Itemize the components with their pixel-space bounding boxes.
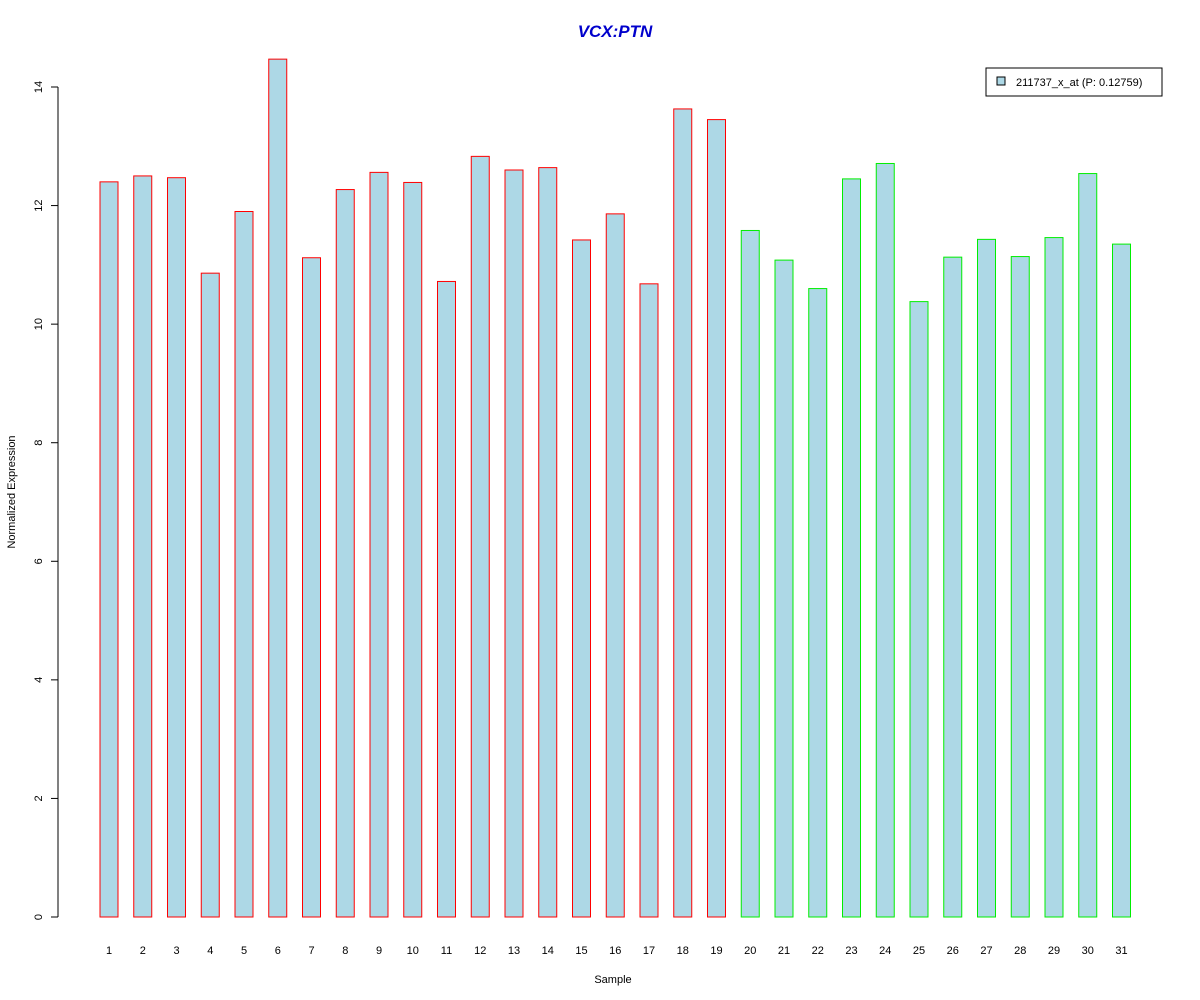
- legend: 211737_x_at (P: 0.12759): [985, 67, 1163, 97]
- bar-sample-13: [504, 169, 524, 918]
- x-tick-label: 3: [173, 945, 179, 957]
- x-tick-label: 28: [1014, 945, 1026, 957]
- x-tick-label: 13: [508, 945, 520, 957]
- x-tick-label: 7: [308, 945, 314, 957]
- x-tick-label: 16: [609, 945, 621, 957]
- bar-sample-3: [167, 177, 186, 918]
- bar-sample-9: [369, 171, 389, 918]
- x-tick-label: 31: [1115, 945, 1127, 957]
- y-tick-label: 14: [33, 81, 45, 93]
- x-tick-label: 1: [106, 945, 112, 957]
- x-tick-label: 20: [744, 945, 756, 957]
- y-tick-label: 0: [33, 914, 45, 920]
- bar-sample-29: [1044, 237, 1064, 918]
- x-tick-label: 29: [1048, 945, 1060, 957]
- bar-sample-10: [403, 181, 423, 918]
- chart-title: VCX:PTN: [578, 22, 653, 41]
- bar-sample-26: [943, 256, 963, 918]
- bar-sample-30: [1078, 173, 1098, 918]
- bar-sample-8: [335, 189, 355, 918]
- x-tick-label: 14: [542, 945, 554, 957]
- bar-sample-23: [842, 178, 861, 918]
- bar-sample-24: [875, 162, 895, 918]
- bar-sample-17: [639, 283, 659, 918]
- x-tick-label: 4: [207, 945, 213, 957]
- legend-label: 211737_x_at (P: 0.12759): [1016, 77, 1142, 89]
- x-tick-label: 10: [407, 945, 419, 957]
- bar-sample-4: [200, 272, 220, 918]
- x-axis-labels: 1 2 3 4 5 6 7 8 9 10 11 12 13 14 15 16 17 18 19 20 21 22 23 24 2…: [106, 945, 1128, 957]
- y-tick-label: 12: [33, 199, 45, 211]
- x-tick-label: 23: [845, 945, 857, 957]
- bar-sample-15: [572, 239, 591, 918]
- x-tick-label: 21: [778, 945, 790, 957]
- x-tick-label: 30: [1082, 945, 1094, 957]
- x-tick-label: 9: [376, 945, 382, 957]
- y-axis-label: Normalized Expression: [6, 435, 18, 548]
- bar-sample-7: [302, 257, 321, 918]
- x-tick-label: 25: [913, 945, 925, 957]
- x-tick-label: 15: [575, 945, 587, 957]
- x-tick-label: 12: [474, 945, 486, 957]
- y-axis: 0 2 4 6 8 10 12 14: [33, 81, 59, 920]
- bar-sample-11: [437, 280, 456, 918]
- x-tick-label: 19: [710, 945, 722, 957]
- bar-sample-6: [268, 58, 288, 918]
- x-tick-label: 26: [947, 945, 959, 957]
- x-tick-label: 24: [879, 945, 891, 957]
- x-tick-label: 8: [342, 945, 348, 957]
- bar-sample-22: [808, 288, 828, 918]
- bar-sample-19: [707, 119, 726, 918]
- bar-sample-12: [470, 155, 490, 918]
- x-tick-label: 22: [812, 945, 824, 957]
- bar-sample-25: [909, 301, 929, 918]
- y-tick-label: 2: [33, 795, 45, 801]
- bars: [99, 58, 1131, 918]
- x-tick-label: 5: [241, 945, 247, 957]
- y-tick-label: 8: [33, 440, 45, 446]
- bar-sample-31: [1112, 243, 1131, 918]
- bar-sample-14: [538, 167, 558, 918]
- bar-sample-21: [774, 259, 794, 918]
- y-tick-label: 6: [33, 558, 45, 564]
- x-tick-label: 6: [275, 945, 281, 957]
- bar-sample-2: [133, 175, 153, 918]
- x-tick-label: 17: [643, 945, 655, 957]
- legend-swatch: [996, 76, 1006, 86]
- x-tick-label: 27: [980, 945, 992, 957]
- x-tick-label: 18: [677, 945, 689, 957]
- y-tick-label: 4: [33, 677, 45, 683]
- bar-sample-27: [977, 238, 996, 918]
- x-axis-label: Sample: [594, 974, 631, 986]
- y-tick-label: 10: [33, 318, 45, 330]
- bar-sample-28: [1010, 256, 1030, 918]
- legend-box: [985, 67, 1163, 97]
- x-tick-label: 11: [441, 945, 452, 957]
- bar-sample-5: [234, 211, 254, 918]
- bar-sample-18: [673, 108, 693, 918]
- bar-sample-20: [740, 229, 760, 918]
- bar-sample-16: [605, 213, 625, 918]
- x-tick-label: 2: [140, 945, 146, 957]
- bar-sample-1: [99, 181, 119, 918]
